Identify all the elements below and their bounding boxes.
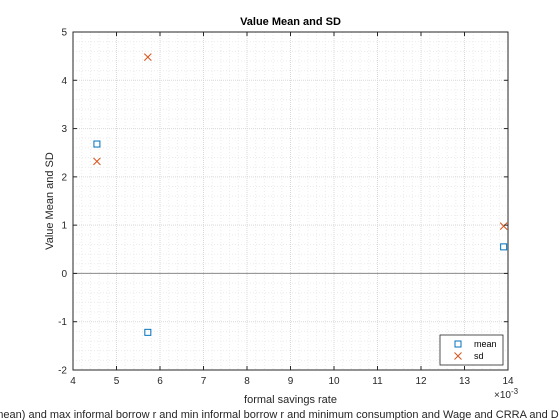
legend-box [439, 334, 504, 366]
legend-label-mean: mean [474, 339, 497, 349]
legend-label-sd: sd [474, 351, 484, 361]
series-sd [93, 53, 508, 230]
x-tick-label: 10 [328, 376, 340, 387]
legend-item-sd: sd [454, 351, 484, 361]
x-axis-exponent: ×10-3 [494, 387, 519, 401]
mean-point [93, 140, 101, 148]
y-tick-label: 5 [61, 28, 67, 39]
y-tick-label: 1 [61, 221, 67, 232]
y-tick-label: 3 [61, 124, 67, 135]
mean-point [144, 328, 152, 336]
sd-point [143, 53, 152, 61]
x-tick-label: 13 [459, 376, 471, 387]
legend-marker-mean [454, 340, 462, 348]
sd-point [499, 222, 508, 230]
x-tick-label: 14 [502, 376, 514, 387]
x-tick-label: 6 [157, 376, 163, 387]
y-axis-label: Value Mean and SD [44, 152, 56, 250]
series-mean [93, 140, 508, 336]
chart-title: Value Mean and SD [240, 16, 341, 28]
x-axis-exponent-base: ×10 [494, 390, 511, 401]
x-axis-label-secondary: mean) and max informal borrow r and min … [0, 409, 559, 420]
y-tick-label: 0 [61, 269, 67, 280]
x-tick-label: 7 [201, 376, 207, 387]
legend-item-mean: mean [454, 339, 497, 349]
x-axis-label: formal savings rate [244, 394, 337, 406]
x-tick-label: 9 [288, 376, 294, 387]
x-tick-label: 11 [372, 376, 383, 387]
y-tick-label: 2 [61, 172, 67, 183]
x-tick-label: 4 [70, 376, 76, 387]
x-tick-label: 8 [244, 376, 250, 387]
sd-point [93, 157, 101, 166]
grid [72, 31, 509, 371]
mean-point [500, 243, 508, 251]
y-tick-label: -1 [58, 317, 67, 328]
legend-marker-sd [454, 352, 462, 360]
x-tick-label: 12 [415, 376, 427, 387]
x-tick-label: 5 [114, 376, 120, 387]
data-marks [93, 53, 508, 336]
x-axis-exponent-power: -3 [511, 387, 519, 396]
legend: mean sd [439, 334, 504, 366]
y-tick-label: 4 [61, 76, 67, 87]
y-tick-label: -2 [58, 366, 67, 377]
